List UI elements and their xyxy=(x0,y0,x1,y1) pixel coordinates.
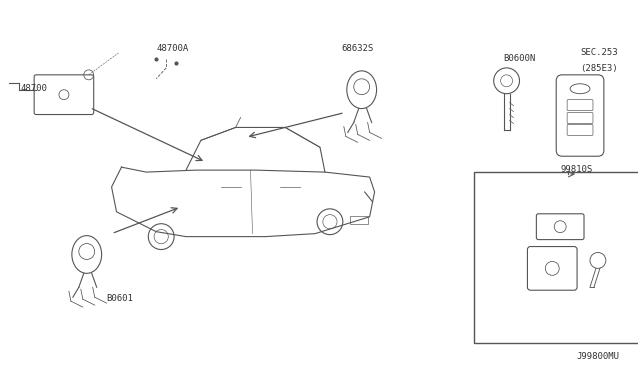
Text: J99800MU: J99800MU xyxy=(576,352,619,361)
Text: 48700: 48700 xyxy=(20,84,47,93)
Text: 99810S: 99810S xyxy=(560,165,593,174)
Text: B0601: B0601 xyxy=(107,294,134,303)
Bar xyxy=(474,172,640,343)
Text: 48700A: 48700A xyxy=(156,44,189,53)
Text: 68632S: 68632S xyxy=(342,44,374,53)
Text: SEC.253: SEC.253 xyxy=(580,48,618,57)
Text: (285E3): (285E3) xyxy=(580,64,618,73)
Text: B0600N: B0600N xyxy=(504,54,536,63)
Bar xyxy=(350,216,367,224)
